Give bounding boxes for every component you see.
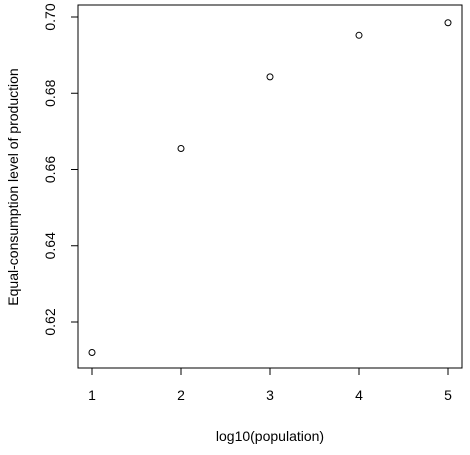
- y-axis: 0.62 0.64 0.66 0.68 0.70: [42, 3, 78, 336]
- data-point: [444, 19, 452, 27]
- y-tick-label: 0.62: [42, 308, 58, 335]
- x-tick-label: 5: [444, 387, 452, 403]
- data-point: [355, 31, 363, 39]
- data-points: [88, 19, 452, 356]
- data-point: [266, 73, 274, 81]
- data-point: [88, 349, 96, 356]
- data-point: [177, 145, 185, 153]
- plot-area-frame: [77, 4, 463, 369]
- y-tick-label: 0.66: [42, 156, 58, 183]
- x-axis: 1 2 3 4 5: [88, 368, 452, 403]
- x-tick-label: 2: [177, 387, 185, 403]
- x-tick-label: 1: [88, 387, 96, 403]
- x-tick-label: 3: [266, 387, 274, 403]
- x-axis-label: log10(population): [216, 428, 324, 444]
- y-axis-label: Equal-consumption level of production: [5, 68, 21, 305]
- y-tick-label: 0.70: [42, 3, 58, 30]
- y-tick-label: 0.64: [42, 232, 58, 259]
- y-tick-label: 0.68: [42, 79, 58, 106]
- x-tick-label: 4: [355, 387, 363, 403]
